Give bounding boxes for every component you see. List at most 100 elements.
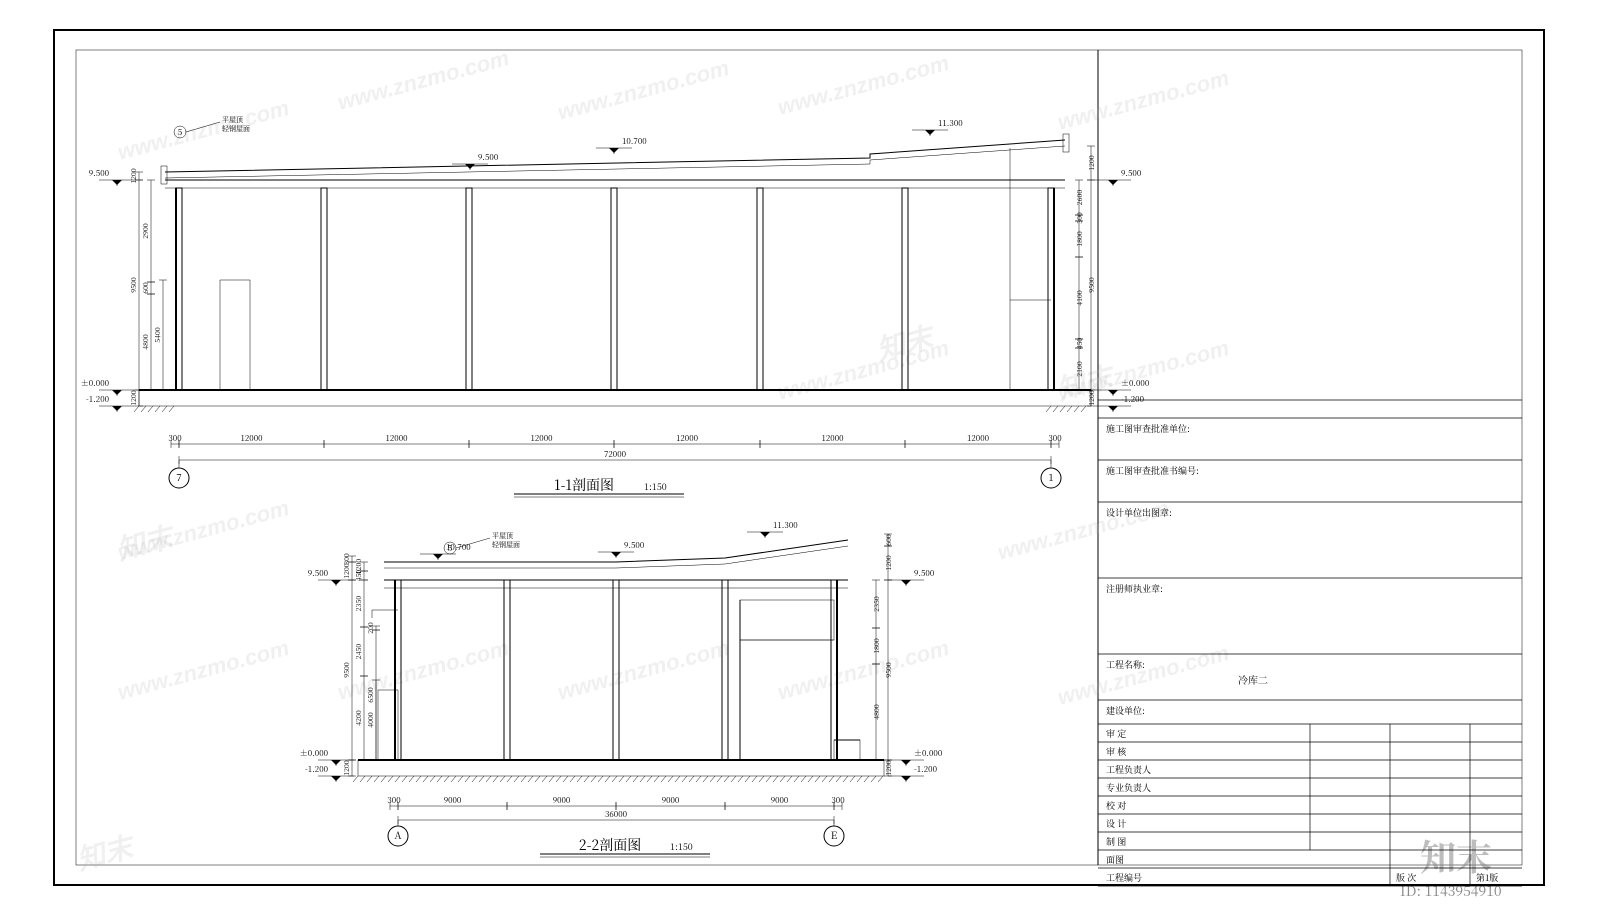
svg-text:-1.200: -1.200 — [914, 764, 937, 775]
svg-text:2350: 2350 — [872, 596, 882, 612]
svg-text:www.znzmo.com: www.znzmo.com — [775, 50, 952, 120]
tb-row-label: 审 定 — [1106, 727, 1126, 740]
drawing-canvas: www.znzmo.com www.znzmo.com www.znzmo.com w… — [0, 0, 1600, 904]
svg-text:www.znzmo.com: www.znzmo.com — [555, 635, 732, 705]
svg-text:1800: 1800 — [872, 638, 882, 654]
svg-text:5: 5 — [178, 127, 182, 138]
svg-text:1200: 1200 — [1087, 155, 1097, 171]
svg-text:10.700: 10.700 — [622, 136, 647, 147]
svg-text:www.znzmo.com: www.znzmo.com — [555, 55, 732, 125]
svg-text:www.znzmo.com: www.znzmo.com — [1055, 640, 1232, 710]
svg-text:9500: 9500 — [342, 662, 352, 678]
svg-text:9.500: 9.500 — [478, 152, 498, 163]
svg-text:A: A — [394, 827, 402, 842]
svg-text:1:150: 1:150 — [644, 480, 667, 493]
svg-text:1200: 1200 — [884, 760, 894, 776]
tb-row-label: 专业负责人 — [1106, 781, 1151, 794]
svg-text:9.500: 9.500 — [308, 568, 328, 579]
svg-text:1200: 1200 — [129, 168, 139, 184]
tb-row-label: 制 图 — [1106, 835, 1126, 848]
svg-text:1200: 1200 — [884, 555, 894, 571]
svg-text:300: 300 — [168, 433, 181, 444]
svg-text:-1.200: -1.200 — [305, 764, 328, 775]
svg-text:-1.200: -1.200 — [86, 394, 109, 405]
svg-text:4000: 4000 — [366, 712, 376, 728]
svg-text:9000: 9000 — [662, 795, 680, 806]
svg-text:±0.000: ±0.000 — [1121, 378, 1149, 389]
svg-text:12000: 12000 — [241, 433, 263, 444]
svg-text:11.300: 11.300 — [773, 520, 798, 531]
svg-text:12000: 12000 — [386, 433, 408, 444]
tb-label: 施工图审查批准书编号: — [1106, 464, 1199, 477]
svg-text:9.500: 9.500 — [89, 168, 109, 179]
svg-text:9500: 9500 — [1087, 277, 1097, 293]
svg-text:2100: 2100 — [1075, 361, 1085, 377]
svg-text:2900: 2900 — [141, 223, 151, 239]
tb-row-label: 工程负责人 — [1106, 763, 1151, 776]
svg-text:300: 300 — [387, 795, 400, 806]
svg-text:轻钢屋面: 轻钢屋面 — [222, 124, 250, 134]
tb-label: 注册师执业章: — [1106, 582, 1163, 595]
svg-text:7: 7 — [176, 469, 182, 484]
svg-text:2600: 2600 — [1075, 190, 1085, 206]
svg-text:450: 450 — [1075, 338, 1085, 350]
svg-text:9000: 9000 — [771, 795, 789, 806]
svg-text:E: E — [831, 827, 838, 842]
tb-row-label: 审 核 — [1106, 745, 1127, 758]
svg-text:1200: 1200 — [342, 760, 352, 776]
svg-text:72000: 72000 — [604, 449, 626, 460]
svg-text:面图: 面图 — [1106, 853, 1124, 866]
svg-text:9.500: 9.500 — [624, 540, 644, 551]
svg-text:1: 1 — [1048, 469, 1054, 484]
svg-text:5400: 5400 — [153, 327, 163, 343]
svg-text:www.znzmo.com: www.znzmo.com — [775, 635, 952, 705]
svg-text:36000: 36000 — [605, 809, 627, 820]
svg-text:9000: 9000 — [444, 795, 462, 806]
svg-text:300: 300 — [342, 553, 352, 565]
svg-text:11.300: 11.300 — [938, 118, 963, 129]
svg-text:300: 300 — [1075, 212, 1085, 224]
svg-text:12000: 12000 — [676, 433, 698, 444]
svg-text:9.500: 9.500 — [1121, 168, 1141, 179]
svg-text:4100: 4100 — [1075, 290, 1085, 306]
svg-text:1:150: 1:150 — [670, 840, 693, 853]
tb-label: 工程名称: — [1106, 658, 1145, 671]
tb-label: 建设单位: — [1106, 704, 1145, 717]
svg-text:9000: 9000 — [553, 795, 571, 806]
svg-text:轻钢屋面: 轻钢屋面 — [492, 540, 520, 550]
svg-text:1200: 1200 — [129, 390, 139, 406]
svg-text:600: 600 — [141, 282, 151, 294]
svg-text:9500: 9500 — [129, 277, 139, 293]
svg-text:±0.000: ±0.000 — [300, 748, 328, 759]
svg-text:www.znzmo.com: www.znzmo.com — [115, 95, 292, 165]
svg-text:9.500: 9.500 — [914, 568, 934, 579]
svg-text:www.znzmo.com: www.znzmo.com — [115, 635, 292, 705]
svg-text:www.znzmo.com: www.znzmo.com — [1055, 65, 1232, 135]
svg-text:1200: 1200 — [354, 559, 364, 575]
svg-text:12000: 12000 — [822, 433, 844, 444]
svg-text:12000: 12000 — [531, 433, 553, 444]
svg-text:5: 5 — [448, 543, 452, 554]
svg-text:-1.200: -1.200 — [1121, 394, 1144, 405]
svg-text:1800: 1800 — [1075, 231, 1085, 247]
svg-text:4800: 4800 — [141, 334, 151, 350]
svg-text:版 次: 版 次 — [1396, 871, 1416, 884]
svg-text:12000: 12000 — [967, 433, 989, 444]
svg-text:600: 600 — [884, 534, 894, 546]
svg-text:2350: 2350 — [354, 596, 364, 612]
svg-text:2450: 2450 — [354, 644, 364, 660]
svg-text:工程编号: 工程编号 — [1106, 871, 1142, 884]
svg-text:知末: 知末 — [73, 830, 140, 876]
svg-text:200: 200 — [366, 622, 376, 634]
svg-text:300: 300 — [831, 795, 844, 806]
svg-text:4800: 4800 — [872, 704, 882, 720]
svg-text:6500: 6500 — [366, 687, 376, 703]
section1-title: 1-1剖面图 — [554, 475, 614, 495]
svg-text:±0.000: ±0.000 — [81, 378, 109, 389]
tb-label: 施工图审查批准单位: — [1106, 422, 1190, 435]
svg-text:1200: 1200 — [1087, 390, 1097, 406]
tb-value: 冷库二 — [1238, 672, 1268, 687]
svg-text:±0.000: ±0.000 — [914, 748, 942, 759]
svg-text:300: 300 — [1048, 433, 1061, 444]
image-id: ID: 1143954910 — [1400, 881, 1502, 901]
